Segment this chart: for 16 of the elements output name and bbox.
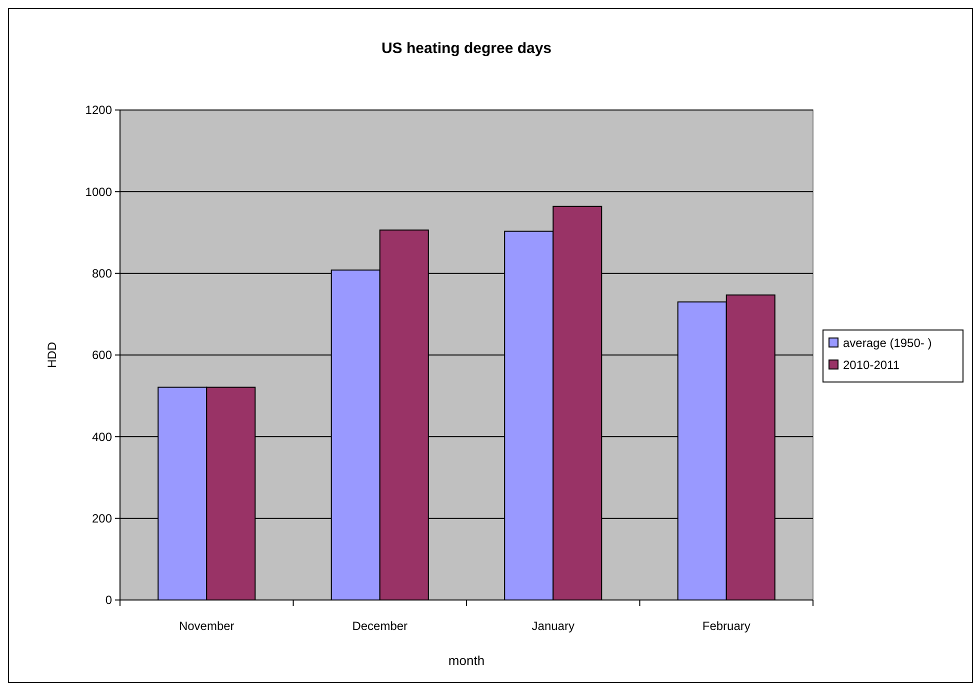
x-tick-label: January: [532, 619, 574, 633]
legend-label: 2010-2011: [843, 358, 900, 372]
y-tick-label: 1200: [85, 103, 112, 118]
x-tick-label: November: [178, 619, 234, 633]
chart-title: US heating degree days: [381, 40, 552, 57]
x-axis-title: month: [448, 653, 485, 668]
y-axis-title: HDD: [45, 342, 59, 368]
y-tick-label: 400: [92, 430, 112, 444]
x-tick-label: February: [702, 619, 750, 633]
y-tick-label: 1000: [85, 184, 112, 199]
legend-label: average (1950- ): [843, 336, 932, 350]
y-tick-label: 800: [92, 266, 112, 281]
y-tick-label: 0: [105, 593, 112, 608]
x-tick-label: December: [352, 619, 408, 633]
y-tick-label: 200: [92, 512, 112, 526]
y-tick-label: 600: [92, 348, 112, 362]
